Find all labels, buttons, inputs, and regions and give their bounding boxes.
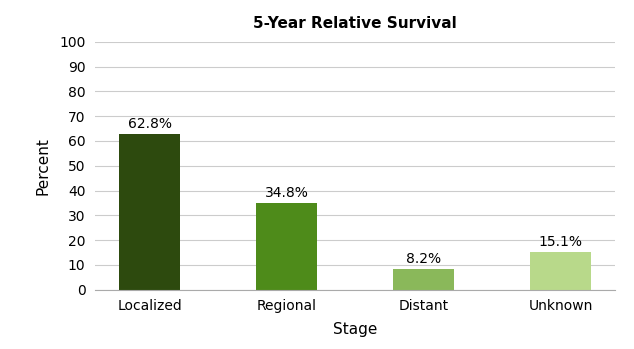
Title: 5-Year Relative Survival: 5-Year Relative Survival [253,16,457,31]
Bar [529,252,592,290]
Bar [119,134,181,290]
Text: 62.8%: 62.8% [127,117,172,131]
X-axis label: Stage: Stage [333,322,377,337]
Bar [392,269,455,290]
Text: 15.1%: 15.1% [538,235,583,249]
Text: 34.8%: 34.8% [264,186,309,200]
Bar [256,203,318,290]
Text: 8.2%: 8.2% [406,252,441,266]
Y-axis label: Percent: Percent [36,137,51,195]
